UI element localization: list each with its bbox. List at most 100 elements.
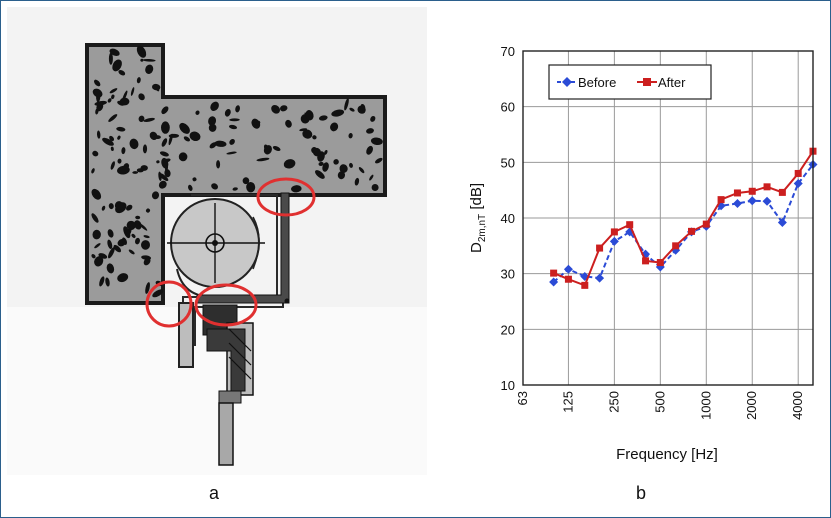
- aggregate-stone: [151, 191, 160, 200]
- data-point-after: [596, 244, 604, 252]
- data-point-after: [550, 269, 558, 277]
- caption-a: a: [209, 483, 220, 503]
- aggregate-stone: [349, 162, 353, 168]
- legend-marker-after: [643, 78, 651, 86]
- schematic-drawing: [7, 7, 427, 475]
- data-point-before: [732, 199, 742, 209]
- aggregate-stone: [143, 257, 151, 266]
- aggregate-stone: [135, 237, 140, 245]
- aggregate-stone: [94, 243, 101, 249]
- data-point-before: [762, 196, 772, 206]
- aggregate-stone: [109, 135, 115, 142]
- aggregate-stone: [138, 93, 145, 101]
- aggregate-stone: [366, 128, 374, 134]
- aggregate-stone: [94, 256, 104, 267]
- aggregate-stone: [152, 289, 164, 298]
- series-layer: [549, 147, 818, 289]
- data-point-after: [717, 196, 725, 204]
- data-point-before: [793, 178, 803, 188]
- data-point-after: [642, 257, 650, 265]
- aggregate-stone: [283, 159, 296, 169]
- aggregate-stone: [112, 59, 122, 72]
- aggregate-stone: [195, 110, 200, 115]
- aggregate-stone: [129, 138, 139, 150]
- aggregate-stone: [312, 135, 317, 140]
- y-tick-label: 30: [501, 267, 515, 282]
- y-tick-label: 50: [501, 155, 515, 170]
- aggregate-stone: [93, 79, 101, 87]
- x-tick-label: 250: [606, 391, 621, 413]
- aggregate-stone: [214, 140, 227, 147]
- roll-hub: [205, 233, 225, 253]
- shutter-slat: [252, 216, 260, 270]
- aggregate-stone: [209, 142, 217, 149]
- aggregate-stone: [131, 233, 136, 238]
- aggregate-stone: [130, 87, 135, 96]
- data-point-after: [672, 242, 680, 250]
- aggregate-stone: [109, 88, 118, 94]
- data-point-before: [595, 273, 605, 283]
- y-tick-label: 60: [501, 100, 515, 115]
- aggregate-stone: [135, 215, 141, 220]
- caption-b: b: [636, 483, 647, 503]
- concrete-slab: [85, 43, 387, 305]
- aggregate-stone: [117, 158, 122, 164]
- aggregate-stone: [91, 254, 96, 259]
- aggregate-stone: [224, 109, 231, 117]
- highlight-ellipse-top: [256, 177, 316, 217]
- aggregate-stone: [111, 94, 115, 100]
- aggregate-stone: [108, 203, 114, 210]
- aggregate-stone: [246, 182, 256, 193]
- aggregate-stone: [333, 159, 339, 165]
- aggregate-stone: [145, 282, 150, 294]
- aggregate-stone: [178, 152, 188, 162]
- data-point-before: [609, 236, 619, 246]
- plot-border: [522, 50, 814, 386]
- aggregate-stone: [318, 115, 328, 121]
- aggregate-stone: [279, 105, 288, 112]
- y-tick-label: 20: [501, 322, 515, 337]
- schematic-panel: [7, 7, 427, 475]
- data-point-after: [656, 259, 664, 267]
- chart-svg: 10 20 30 40 50 60 70 63 125 250 500 1000 2000 4000 D…: [468, 44, 818, 463]
- aggregate-stone: [99, 276, 105, 287]
- data-point-after: [748, 187, 756, 195]
- data-point-after: [733, 189, 741, 197]
- aggregate-stone: [371, 184, 379, 191]
- screw: [284, 298, 290, 304]
- data-point-after: [763, 183, 771, 191]
- data-point-before: [580, 271, 590, 281]
- aggregate-stone: [117, 135, 121, 140]
- aggregate-stone: [337, 171, 346, 180]
- chart-panel: 10 20 30 40 50 60 70 63 125 250 500 1000 2000 4000 D…: [437, 7, 829, 475]
- aggregate-stone: [271, 104, 281, 114]
- data-point-after: [778, 188, 786, 196]
- y-tick-label: 10: [501, 378, 515, 393]
- aggregate-stone: [232, 187, 238, 191]
- aggregate-stone: [102, 137, 114, 146]
- aggregate-stone: [145, 64, 154, 75]
- aggregate-stone: [216, 160, 221, 169]
- aggregate-stone: [305, 110, 314, 121]
- aggregate-stone: [211, 183, 219, 190]
- aggregate-stone: [140, 240, 151, 250]
- aggregate-stone: [107, 229, 114, 238]
- x-tick-label: 1000: [698, 391, 713, 420]
- sash-hatching: [228, 328, 252, 380]
- aggregate-stone: [91, 188, 102, 200]
- y-tick-labels: 10 20 30 40 50 60 70: [501, 44, 515, 393]
- aggregate-stone: [123, 226, 131, 239]
- aggregate-stone: [136, 45, 147, 58]
- aggregate-stone: [143, 117, 155, 122]
- highlight-ellipse-left: [145, 280, 193, 328]
- aggregate-stone: [358, 167, 365, 174]
- aggregate-stone: [116, 126, 126, 132]
- aggregate-stone: [117, 165, 130, 175]
- aggregate-stone: [108, 114, 118, 122]
- data-point-after: [610, 228, 618, 236]
- y-axis-label: D2m,nT [dB]: [468, 183, 488, 253]
- aggregate-stone: [118, 69, 126, 76]
- y-tick-label: 40: [501, 211, 515, 226]
- aggregate-stone: [119, 97, 130, 106]
- frame-sill: [218, 390, 242, 404]
